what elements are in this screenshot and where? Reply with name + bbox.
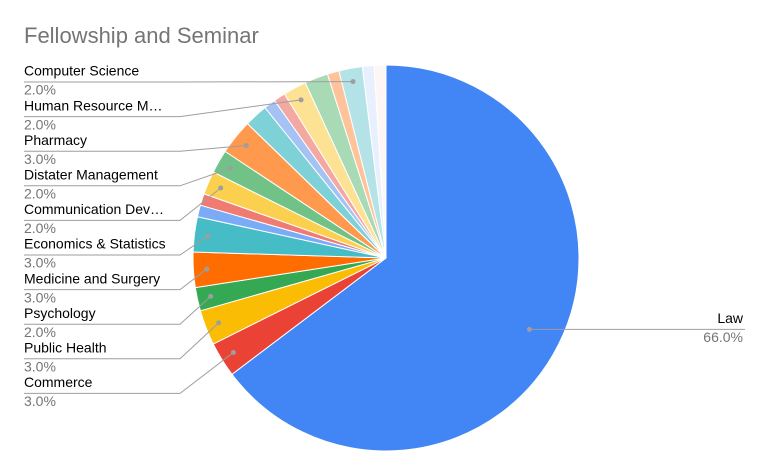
- leader-line: [24, 268, 208, 291]
- leader-dot: [218, 185, 224, 191]
- leader-line: [24, 144, 247, 152]
- leader-line: [24, 235, 209, 256]
- slice-value-label: 3.0%: [24, 393, 56, 409]
- pie-slice: [231, 64, 580, 452]
- leader-dot: [298, 97, 304, 103]
- slice-label: Law: [717, 310, 744, 326]
- slice-label: Human Resource M…: [24, 97, 163, 113]
- slice-label: Psychology: [24, 305, 96, 321]
- leader-line: [24, 352, 234, 394]
- pie-slice: [373, 64, 387, 259]
- leader-line: [24, 99, 302, 118]
- leader-dot: [526, 326, 532, 332]
- slice-value-label: 2.0%: [24, 116, 56, 132]
- leader-dot: [243, 142, 249, 148]
- slice-value-label: 66.0%: [703, 329, 743, 345]
- chart-title: Fellowship and Seminar: [24, 23, 259, 48]
- slice-label: Distater Management: [24, 167, 158, 183]
- leader-dot: [230, 349, 236, 355]
- leader-dot: [204, 266, 210, 272]
- slice-label: Public Health: [24, 340, 107, 356]
- leader-dot: [216, 320, 222, 326]
- slice-value-label: 3.0%: [24, 255, 56, 271]
- slice-value-label: 3.0%: [24, 151, 56, 167]
- slice-label: Pharmacy: [24, 132, 87, 148]
- leader-dot: [208, 293, 214, 299]
- slice-value-label: 2.0%: [24, 220, 56, 236]
- leader-line: [24, 322, 219, 360]
- slice-value-label: 3.0%: [24, 359, 56, 375]
- slice-value-label: 2.0%: [24, 324, 56, 340]
- leader-line: [24, 187, 222, 221]
- slice-label: Commerce: [24, 374, 93, 390]
- leader-dot: [228, 165, 234, 171]
- slice-label: Medicine and Surgery: [24, 270, 160, 286]
- slice-label: Communication Dev…: [24, 201, 164, 217]
- slice-label: Computer Science: [24, 63, 139, 79]
- leader-line: [24, 296, 212, 325]
- slice-label: Economics & Statistics: [24, 236, 166, 252]
- leader-line: [24, 167, 231, 187]
- slice-value-label: 3.0%: [24, 289, 56, 305]
- slice-value-label: 2.0%: [24, 82, 56, 98]
- leader-dot: [205, 233, 211, 239]
- slice-value-label: 2.0%: [24, 186, 56, 202]
- leader-dot: [350, 79, 356, 85]
